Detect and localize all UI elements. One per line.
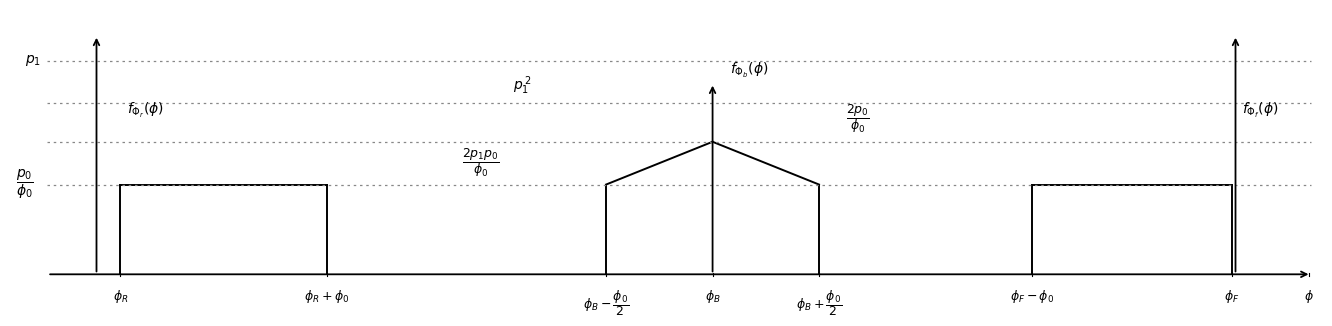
- Text: $\phi_R + \phi_0$: $\phi_R + \phi_0$: [304, 288, 349, 305]
- Text: $\dfrac{2p_0}{\phi_0}$: $\dfrac{2p_0}{\phi_0}$: [846, 102, 870, 135]
- Text: $f_{\Phi_r}(\phi)$: $f_{\Phi_r}(\phi)$: [127, 101, 164, 120]
- Text: $\phi_R$: $\phi_R$: [113, 288, 128, 305]
- Text: $p_1^{\,2}$: $p_1^{\,2}$: [513, 74, 531, 97]
- Text: $\phi$: $\phi$: [1304, 288, 1313, 305]
- Text: $\dfrac{2p_1p_0}{\phi_0}$: $\dfrac{2p_1p_0}{\phi_0}$: [462, 146, 500, 179]
- Text: $\phi_B - \dfrac{\phi_0}{2}$: $\phi_B - \dfrac{\phi_0}{2}$: [583, 288, 629, 318]
- Text: $\phi_F$: $\phi_F$: [1224, 288, 1239, 305]
- Text: $\dfrac{p_0}{\phi_0}$: $\dfrac{p_0}{\phi_0}$: [16, 168, 33, 201]
- Text: $\phi_B$: $\phi_B$: [705, 288, 721, 305]
- Text: $f_{\Phi_b}(\phi)$: $f_{\Phi_b}(\phi)$: [730, 61, 769, 80]
- Text: $\phi_F - \phi_0$: $\phi_F - \phi_0$: [1010, 288, 1054, 305]
- Text: $f_{\Phi_f}(\phi)$: $f_{\Phi_f}(\phi)$: [1243, 101, 1279, 120]
- Text: $p_1$: $p_1$: [24, 53, 40, 68]
- Text: $\phi_B + \dfrac{\phi_0}{2}$: $\phi_B + \dfrac{\phi_0}{2}$: [797, 288, 842, 318]
